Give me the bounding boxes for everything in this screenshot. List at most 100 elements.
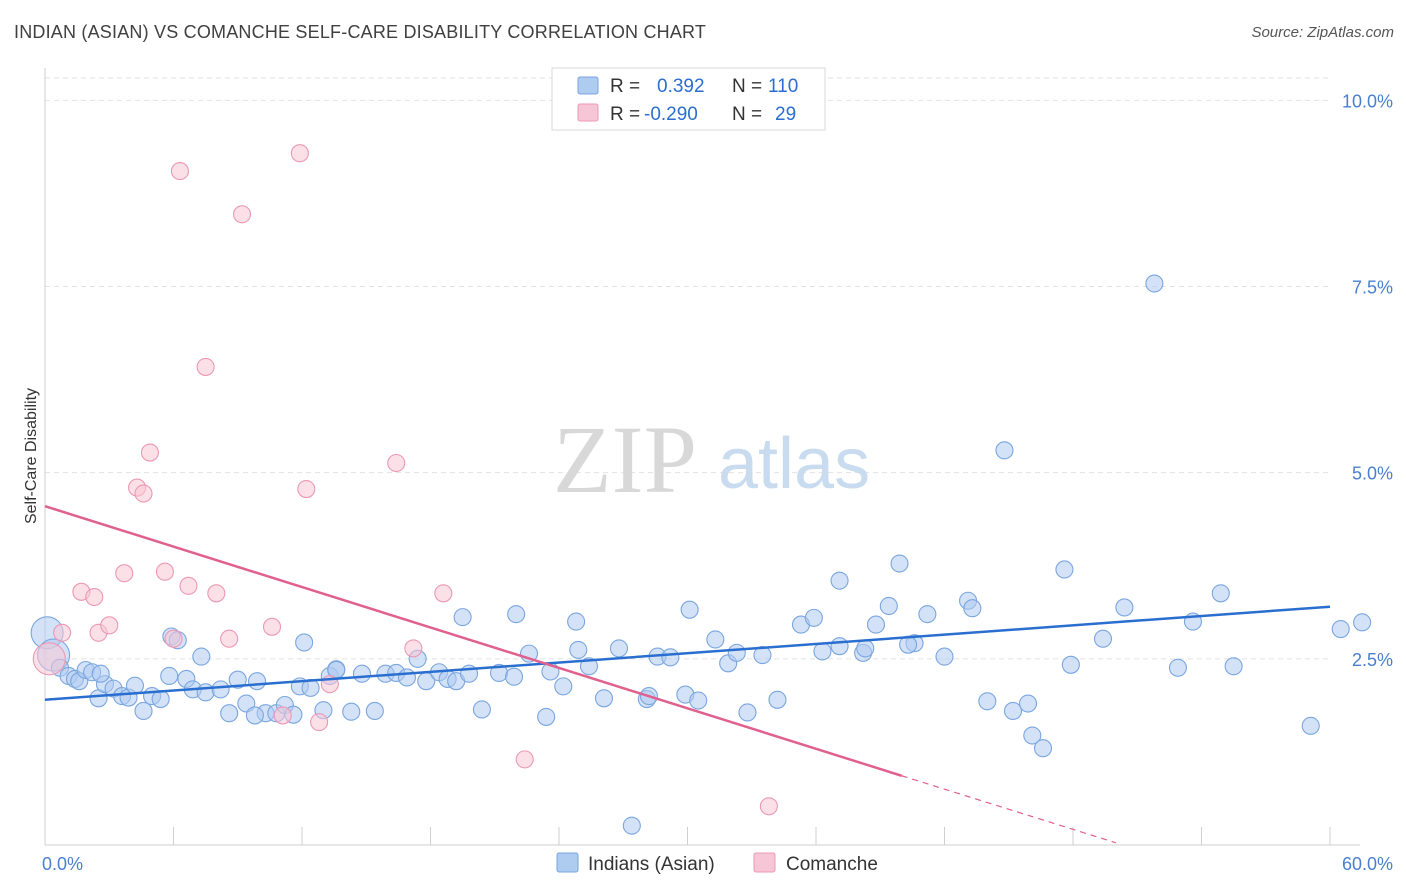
indians-asian-point-34 <box>342 702 361 721</box>
comanche-point-19 <box>273 706 292 725</box>
indians-asian-point-81 <box>1003 701 1023 721</box>
indians-asian-point-20 <box>196 683 215 702</box>
y-axis-label: Self-Care Disability <box>23 388 40 524</box>
indians-asian-point-52 <box>569 640 588 659</box>
comanche-point-27 <box>515 750 534 769</box>
indians-asian-point-50 <box>537 707 556 726</box>
indians-asian-point-67 <box>768 690 787 709</box>
trend-line-comanche-extrapolated <box>901 775 1117 844</box>
indians-asian-point-23 <box>228 670 247 689</box>
indians-asian-point-82 <box>1023 726 1042 745</box>
watermark-zip: ZIP <box>553 406 697 513</box>
legend-r-value-1: 0.392 <box>657 76 705 97</box>
indians-asian-point-105 <box>245 706 264 725</box>
indians-asian-point-17 <box>160 666 179 686</box>
indians-asian-point-97 <box>295 633 314 652</box>
y-tick-label-3: 10.0% <box>1342 91 1393 111</box>
indians-asian-point-112 <box>1224 657 1243 676</box>
indians-asian-point-87 <box>1145 274 1164 293</box>
indians-asian-point-35 <box>352 664 372 683</box>
indians-asian-point-110 <box>995 441 1014 460</box>
legend-r-value-2: -0.290 <box>644 104 698 125</box>
indians-asian-point-111 <box>1055 560 1074 579</box>
legend-n-value-1: 110 <box>768 76 798 97</box>
trend-lines <box>44 504 1331 844</box>
indians-asian-point-55 <box>609 639 629 658</box>
indians-asian-point-39 <box>397 668 416 687</box>
indians-asian-point-54 <box>594 689 614 708</box>
legend-n-label-2: N = <box>732 104 762 125</box>
indians-asian-point-61 <box>689 691 708 710</box>
legend-r-label-1: R = <box>610 76 640 97</box>
comanche-point-0 <box>32 642 66 676</box>
comanche-point-8 <box>134 484 153 503</box>
comanche-point-25 <box>404 639 423 658</box>
legend: R = 0.392 N = 110 R = -0.290 N = 29 <box>551 67 826 131</box>
indians-asian-point-48 <box>504 667 524 686</box>
indians-asian-point-74 <box>879 596 898 616</box>
comanche-point-24 <box>387 453 406 473</box>
indians-asian-point-101 <box>963 599 982 618</box>
comanche-point-14 <box>196 357 215 376</box>
chart-title: INDIAN (ASIAN) VS COMANCHE SELF-CARE DIS… <box>14 22 707 42</box>
y-tick-label-0: 2.5% <box>1352 650 1393 670</box>
watermark: ZIP atlas <box>553 406 870 513</box>
indians-asian-point-71 <box>830 637 849 656</box>
bottom-legend-label-indians: Indians (Asian) <box>588 854 715 875</box>
comanche-point-18 <box>262 617 282 636</box>
indians-asian-point-56 <box>622 816 641 835</box>
indians-asian-point-64 <box>727 643 746 662</box>
indians-asian-point-73 <box>866 615 886 634</box>
indians-asian-point-69 <box>804 608 823 627</box>
x-tick-label-min: 0.0% <box>42 854 83 874</box>
indians-asian-point-93 <box>1353 613 1372 632</box>
indians-asian-point-77 <box>918 605 937 624</box>
comanche-point-20 <box>290 144 309 163</box>
legend-swatch-pink <box>577 103 599 122</box>
indians-asian-point-88 <box>1168 658 1187 677</box>
comanche-point-5 <box>100 616 119 635</box>
comanche-point-17 <box>232 205 252 224</box>
grid-lines <box>45 77 1330 660</box>
chart-source: Source: ZipAtlas.com <box>1251 24 1394 41</box>
indians-asian-point-92 <box>1331 619 1350 639</box>
indians-asian-point-21 <box>211 680 230 699</box>
indians-asian-point-90 <box>1211 584 1230 603</box>
legend-n-value-2: 29 <box>775 104 796 125</box>
comanche-point-21 <box>297 480 316 499</box>
indians-asian-point-25 <box>247 672 267 691</box>
comanche-point-16 <box>220 629 239 648</box>
indians-asian-point-94 <box>680 600 699 619</box>
comanche-point-6 <box>115 564 134 583</box>
indians-asian-point-95 <box>507 605 526 624</box>
x-tick-labels: 0.0% 60.0% <box>42 854 1393 874</box>
comanche-point-26 <box>434 584 453 603</box>
indians-asian-point-84 <box>1061 655 1080 674</box>
comanche-point-11 <box>164 629 183 648</box>
x-tick-label-max: 60.0% <box>1342 854 1393 874</box>
trend-line-indians-asian <box>44 605 1331 702</box>
comanche-point-1 <box>53 623 72 642</box>
y-tick-label-2: 7.5% <box>1352 278 1393 298</box>
indians-asian-point-75 <box>890 554 909 573</box>
axes <box>44 68 1360 846</box>
bottom-legend-swatch-comanche <box>753 852 776 873</box>
indians-asian-point-100 <box>856 639 875 658</box>
indians-asian-point-59 <box>661 648 680 667</box>
indians-asian-point-51 <box>554 677 573 696</box>
watermark-atlas: atlas <box>718 424 870 504</box>
series-comanche-points <box>32 144 778 816</box>
indians-asian-point-102 <box>830 571 849 590</box>
y-tick-label-1: 5.0% <box>1352 464 1393 484</box>
indians-asian-point-70 <box>813 642 832 661</box>
indians-asian-point-113 <box>1018 694 1038 713</box>
comanche-point-9 <box>140 443 159 462</box>
bottom-legend-swatch-blue <box>556 852 579 873</box>
bottom-legend-label-comanche: Comanche <box>786 854 878 875</box>
comanche-point-10 <box>155 562 174 581</box>
indians-asian-point-46 <box>472 700 491 719</box>
indians-asian-point-108 <box>91 664 110 683</box>
indians-asian-point-14 <box>134 701 153 721</box>
comanche-point-3 <box>85 587 104 607</box>
